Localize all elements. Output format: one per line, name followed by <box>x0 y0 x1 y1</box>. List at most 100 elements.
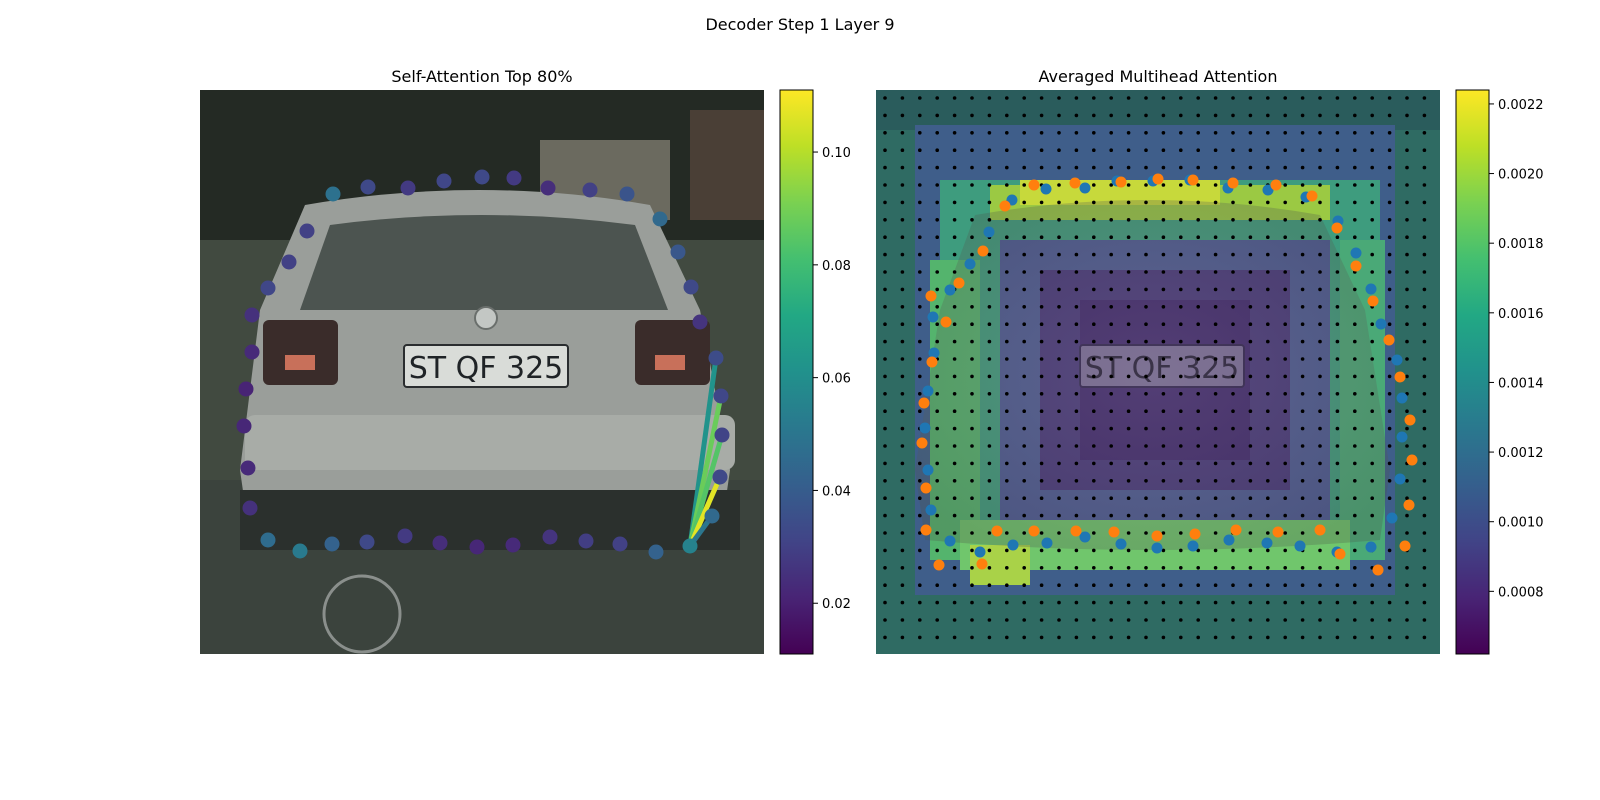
grid-dot <box>952 96 957 100</box>
grid-dot <box>1387 566 1392 570</box>
grid-dot <box>1318 479 1322 483</box>
grid-dot <box>1005 583 1009 587</box>
grid-dot <box>1248 322 1253 327</box>
grid-dot <box>987 635 992 640</box>
contour-point <box>359 534 375 550</box>
grid-dot <box>1022 583 1026 587</box>
grid-dot <box>1022 305 1026 309</box>
grid-dot <box>1057 374 1061 379</box>
grid-dot <box>952 583 957 587</box>
grid-dot <box>918 496 922 501</box>
scatter-point <box>933 559 945 571</box>
grid-dot <box>1353 444 1357 448</box>
grid-dot <box>1387 252 1392 257</box>
grid-dot <box>1422 113 1427 118</box>
grid-dot <box>935 339 939 344</box>
grid-dot <box>1405 374 1409 379</box>
grid-dot <box>1283 287 1287 292</box>
grid-dot <box>883 600 887 605</box>
grid-dot <box>1161 513 1166 518</box>
grid-dot <box>1144 131 1148 135</box>
grid-dot <box>1005 444 1009 448</box>
scatter-point <box>1391 354 1403 366</box>
grid-dot <box>1353 618 1357 622</box>
grid-dot <box>883 618 887 622</box>
grid-dot <box>1005 461 1009 466</box>
grid-dot <box>1109 548 1113 553</box>
scatter-point <box>1223 534 1235 546</box>
grid-dot <box>1022 479 1026 483</box>
scatter-point <box>926 356 938 368</box>
grid-dot <box>1318 374 1322 379</box>
contour-point <box>704 508 720 524</box>
grid-dot <box>1266 287 1270 292</box>
scatter-point <box>1151 530 1163 542</box>
grid-dot <box>1144 444 1148 448</box>
grid-dot <box>1335 270 1340 274</box>
grid-dot <box>1144 200 1148 205</box>
grid-dot <box>1005 357 1009 361</box>
grid-dot <box>1353 200 1357 205</box>
grid-dot <box>1335 131 1340 135</box>
scatter-point <box>1365 541 1377 553</box>
grid-dot <box>1196 200 1200 205</box>
grid-dot <box>1422 531 1427 535</box>
grid-dot <box>1196 287 1200 292</box>
grid-dot <box>1144 548 1148 553</box>
grid-dot <box>883 513 887 518</box>
grid-dot <box>1422 200 1427 205</box>
grid-dot <box>1387 183 1392 187</box>
grid-dot <box>1022 287 1026 292</box>
left-license-plate: ST QF 325 <box>409 351 564 386</box>
grid-dot <box>1022 426 1026 431</box>
scatter-point <box>1108 526 1120 538</box>
grid-dot <box>1318 635 1322 640</box>
grid-dot <box>952 270 957 274</box>
scatter-point <box>1372 564 1384 576</box>
grid-dot <box>1335 444 1340 448</box>
grid-dot <box>1231 635 1235 640</box>
grid-dot <box>900 357 905 361</box>
grid-dot <box>1039 218 1044 222</box>
grid-dot <box>1422 583 1427 587</box>
grid-dot <box>1266 357 1270 361</box>
grid-dot <box>1335 479 1340 483</box>
grid-dot <box>1179 305 1183 309</box>
grid-dot <box>900 618 905 622</box>
grid-dot <box>1300 183 1305 187</box>
grid-dot <box>1022 513 1026 518</box>
grid-dot <box>987 113 992 118</box>
grid-dot <box>1300 287 1305 292</box>
grid-dot <box>1126 479 1131 483</box>
grid-dot <box>1213 409 1218 414</box>
grid-dot <box>1405 305 1409 309</box>
grid-dot <box>1057 479 1061 483</box>
grid-dot <box>1248 444 1253 448</box>
grid-dot <box>1005 635 1009 640</box>
grid-dot <box>1161 635 1166 640</box>
colorbar-tick-label: 0.08 <box>822 259 851 274</box>
grid-dot <box>1144 357 1148 361</box>
grid-dot <box>1300 618 1305 622</box>
grid-dot <box>1179 252 1183 257</box>
grid-dot <box>1370 113 1374 118</box>
grid-dot <box>1248 270 1253 274</box>
grid-dot <box>935 218 939 222</box>
grid-dot <box>1144 305 1148 309</box>
grid-dot <box>1231 444 1235 448</box>
grid-dot <box>1335 357 1340 361</box>
grid-dot <box>935 392 939 396</box>
grid-dot <box>1196 618 1200 622</box>
grid-dot <box>1179 496 1183 501</box>
grid-dot <box>1039 96 1044 100</box>
grid-dot <box>1074 131 1079 135</box>
grid-dot <box>987 444 992 448</box>
grid-dot <box>1126 357 1131 361</box>
grid-dot <box>918 183 922 187</box>
grid-dot <box>1022 131 1026 135</box>
grid-dot <box>952 235 957 239</box>
grid-dot <box>987 218 992 222</box>
grid-dot <box>1144 339 1148 344</box>
grid-dot <box>1022 96 1026 100</box>
grid-dot <box>1109 444 1113 448</box>
